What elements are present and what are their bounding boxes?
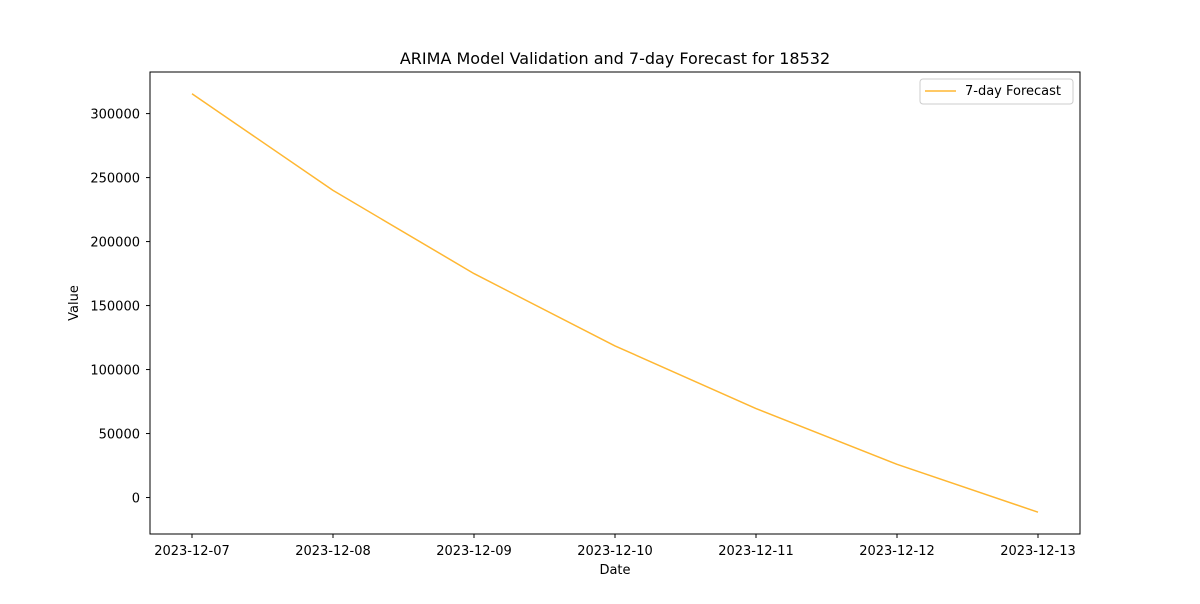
y-tick-label: 250000 <box>90 172 140 187</box>
x-tick-label: 2023-12-11 <box>718 544 794 559</box>
y-tick-label: 200000 <box>90 236 140 251</box>
legend: 7-day Forecast <box>919 78 1074 105</box>
chart-title: ARIMA Model Validation and 7-day Forecas… <box>400 49 830 68</box>
series-line <box>191 93 1039 513</box>
legend-label: 7-day Forecast <box>965 84 1061 99</box>
y-tick-label: 100000 <box>90 364 140 379</box>
y-tick-label: 300000 <box>90 108 140 123</box>
series-layer <box>191 93 1039 513</box>
y-axis-label: Value <box>67 285 82 321</box>
y-tick-label: 50000 <box>99 428 140 443</box>
x-tick-label: 2023-12-09 <box>436 544 512 559</box>
x-axis: 2023-12-07 2023-12-08 2023-12-09 2023-12-10… <box>154 534 1076 559</box>
x-tick-label: 2023-12-12 <box>859 544 935 559</box>
x-tick-label: 2023-12-07 <box>154 544 230 559</box>
x-tick-label: 2023-12-13 <box>1000 544 1076 559</box>
x-axis-label: Date <box>599 563 630 578</box>
y-tick-label: 150000 <box>90 300 140 315</box>
legend-box <box>919 78 1074 105</box>
y-axis: 0 50000 100000 150000 200000 250000 300000 <box>90 108 150 507</box>
x-tick-label: 2023-12-10 <box>577 544 653 559</box>
plot-area <box>149 71 1081 535</box>
y-tick-label: 0 <box>132 492 140 507</box>
x-tick-label: 2023-12-08 <box>295 544 371 559</box>
